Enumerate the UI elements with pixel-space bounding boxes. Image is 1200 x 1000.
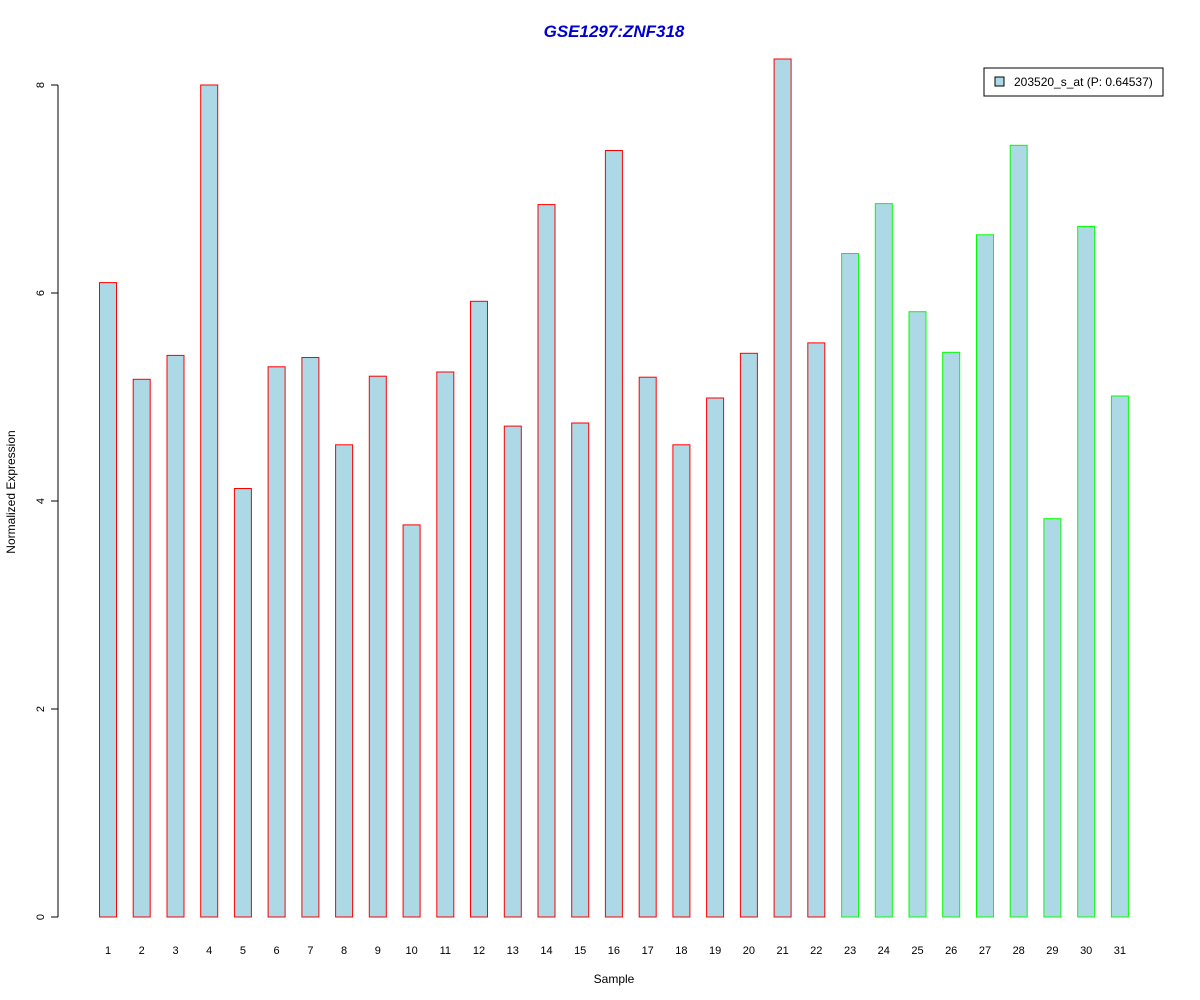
bar-sample-23 [841,253,860,918]
x-tick-label: 2 [139,945,145,957]
x-tick-label: 6 [274,945,280,957]
x-tick-label: 20 [743,945,755,957]
bar-sample-30 [1077,225,1096,918]
legend-box [983,67,1164,97]
bar-sample-27 [976,234,994,918]
x-tick-label: 11 [440,945,451,957]
x-tick-label: 4 [206,945,212,957]
bar-sample-6 [267,366,286,918]
x-tick-label: 26 [945,945,957,957]
x-tick-label: 30 [1080,945,1092,957]
y-tick-label: 4 [35,498,47,504]
x-tick-label: 31 [1114,945,1126,957]
x-tick-label: 10 [405,945,417,957]
x-tick-label: 23 [844,945,856,957]
x-tick-label: 13 [507,945,519,957]
legend: 203520_s_at (P: 0.64537) [983,67,1164,97]
x-tick-label: 16 [608,945,620,957]
bar-sample-3 [166,354,185,918]
bar-sample-18 [672,444,691,918]
y-tick-label: 8 [35,82,47,88]
chart-title: GSE1297:ZNF318 [544,22,685,41]
bar-sample-10 [402,524,421,918]
x-tick-label: 25 [911,945,923,957]
y-tick-label: 6 [35,290,47,296]
x-tick-label: 17 [642,945,654,957]
legend-entry-label: 203520_s_at (P: 0.64537) [1014,75,1153,89]
bar-sample-24 [874,203,893,918]
bar-sample-26 [942,351,961,918]
x-tick-label: 29 [1046,945,1058,957]
bar-sample-31 [1110,395,1129,918]
x-tick-label: 1 [105,945,111,957]
x-tick-label: 7 [307,945,313,957]
y-tick-label: 2 [35,706,47,712]
bar-sample-15 [571,422,590,918]
bar-sample-20 [739,352,758,918]
x-tick-labels: 1 2 3 4 5 6 7 8 9 10 11 12 13 14 15 16 17 18 19 20 21 22 23 24 2… [105,945,1126,957]
bar-sample-28 [1009,144,1028,918]
bar-sample-11 [436,371,455,918]
x-tick-label: 21 [776,945,788,957]
bar-sample-13 [503,425,522,918]
bar-sample-19 [706,397,725,918]
y-axis: 0 2 4 6 8 [35,82,59,920]
x-tick-label: 14 [540,945,552,957]
x-tick-label: 22 [810,945,822,957]
bar-sample-12 [470,300,488,918]
x-tick-label: 3 [172,945,178,957]
bar-sample-5 [233,488,252,918]
y-tick-label: 0 [35,914,47,920]
x-tick-label: 27 [979,945,991,957]
bar-sample-9 [368,375,387,918]
x-tick-label: 24 [878,945,890,957]
bar-sample-17 [638,376,657,918]
bar-sample-7 [301,357,320,918]
x-tick-label: 8 [341,945,347,957]
x-tick-label: 12 [473,945,485,957]
bar-sample-21 [773,58,792,918]
bar-sample-22 [807,342,826,918]
bars-group [99,58,1129,918]
x-tick-label: 15 [574,945,586,957]
bar-sample-8 [335,444,354,918]
x-tick-label: 19 [709,945,721,957]
y-axis-label: Normalized Expression [4,430,18,553]
x-tick-label: 9 [375,945,381,957]
bar-sample-2 [132,378,151,918]
x-tick-label: 28 [1013,945,1025,957]
bar-sample-25 [908,311,927,918]
bar-sample-4 [200,84,219,918]
x-tick-label: 18 [675,945,687,957]
bar-sample-16 [604,150,623,918]
bar-sample-14 [537,204,556,918]
bar-sample-1 [99,282,117,918]
bar-sample-29 [1043,518,1062,918]
x-tick-label: 5 [240,945,246,957]
x-axis-label: Sample [594,972,635,986]
legend-swatch [994,76,1005,87]
